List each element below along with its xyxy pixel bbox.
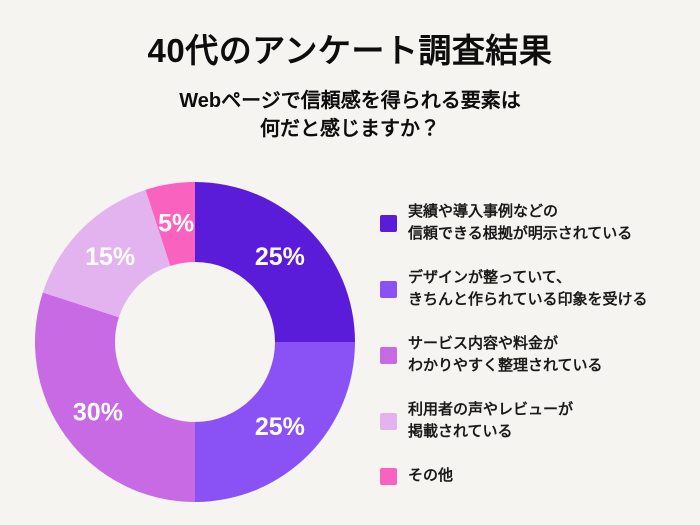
slice-value-label: 25% [255,243,305,271]
legend-swatch [380,467,397,485]
legend-label: デザインが整っていて、 きちんと作られている印象を受ける [408,269,648,308]
slice-value-label: 30% [73,399,123,427]
slice-value-label: 25% [255,413,305,441]
legend-label: サービス内容や料金が わかりやすく整理されている [408,335,603,374]
legend-swatch [380,412,397,430]
survey-question-line-1: Webページで信頼感を得られる要素は [179,90,521,112]
donut-slice [42,189,171,318]
slice-value-label: 15% [85,243,135,271]
legend-item: サービス内容や料金が わかりやすく整理されている [380,333,648,377]
survey-question: Webページで信頼感を得られる要素は 何だと感じますか？ [0,88,700,143]
donut-slice [35,292,195,502]
legend-item: 実績や導入事例などの 信頼できる根拠が明示されている [380,201,648,245]
legend-swatch [380,214,397,232]
legend: 実績や導入事例などの 信頼できる根拠が明示されている デザインが整っていて、 きちんと… [380,201,648,487]
survey-question-line-2: 何だと感じますか？ [260,117,440,140]
legend-swatch [380,280,397,298]
legend-item: 利用者の声やレビューが 掲載されている [380,399,648,443]
donut-slice [145,182,195,266]
legend-item: デザインが整っていて、 きちんと作られている印象を受ける [380,267,648,311]
legend-swatch [380,346,397,364]
donut-slice [195,342,355,502]
legend-label: その他 [408,467,454,484]
page-title: 40代のアンケート調査結果 [147,32,553,69]
donut-chart-container: 25% 25% 30% 15% 5% [35,182,355,502]
donut-chart: 25% 25% 30% 15% 5% [35,182,355,502]
legend-label: 実績や導入事例などの 信頼できる根拠が明示されている [408,203,633,242]
slice-value-label: 5% [158,209,194,237]
donut-slice [195,182,355,342]
legend-item: その他 [380,465,648,487]
legend-label: 利用者の声やレビューが 掲載されている [408,401,574,440]
